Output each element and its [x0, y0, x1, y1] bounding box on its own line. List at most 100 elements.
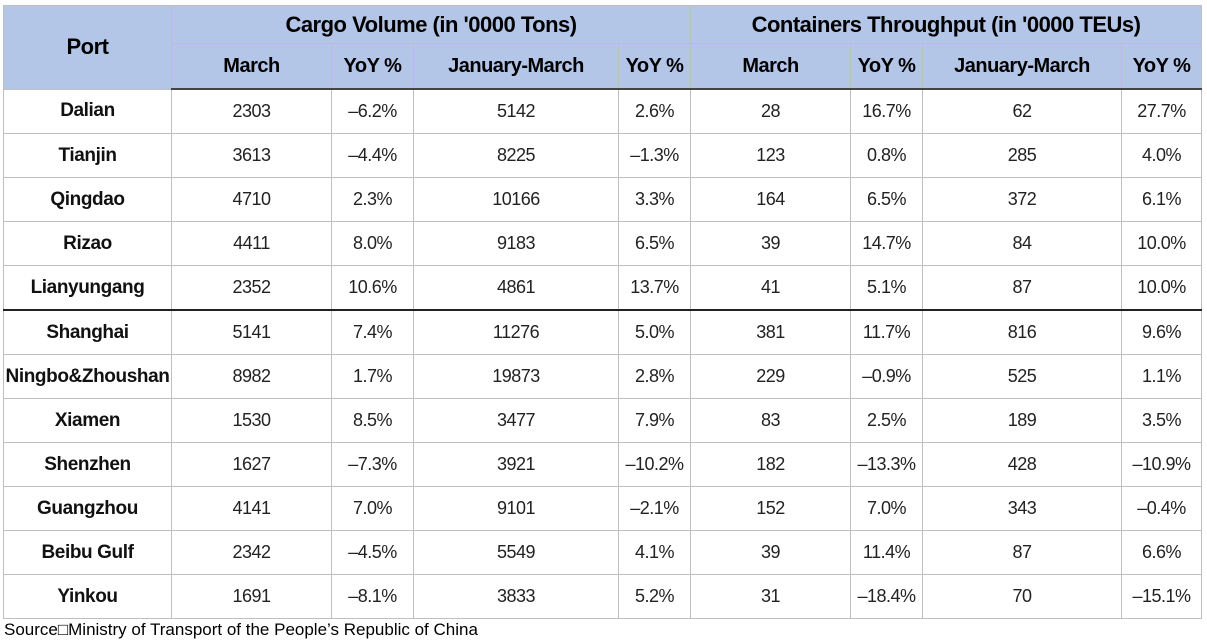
- container-march-cell: 41: [690, 265, 852, 311]
- port-name-cell: Shenzhen: [3, 442, 172, 487]
- container-jan-mar-cell: 816: [922, 309, 1123, 355]
- port-name-cell: Rizao: [3, 221, 172, 266]
- container-jan-mar-yoy-cell: 9.6%: [1121, 309, 1203, 355]
- container-march-yoy-cell: 11.7%: [850, 309, 924, 355]
- cargo-jan-mar-cell: 19873: [413, 354, 619, 399]
- container-march-cell: 381: [690, 309, 852, 355]
- container-jan-mar-yoy-cell: 6.1%: [1121, 177, 1203, 222]
- cargo-march-yoy-cell: 8.0%: [331, 221, 414, 266]
- table-row: Rizao 4411 8.0% 9183 6.5% 39 14.7% 84 10.0%: [3, 221, 1203, 266]
- table-row: Tianjin 3613 –4.4% 8225 –1.3% 123 0.8% 285 4.0%: [3, 133, 1203, 178]
- container-march-yoy-cell: 2.5%: [850, 398, 924, 443]
- cargo-march-cell: 8982: [171, 354, 332, 399]
- table-row: Guangzhou 4141 7.0% 9101 –2.1% 152 7.0% 343 –0.4…: [3, 486, 1203, 531]
- container-jan-mar-cell: 62: [922, 88, 1123, 134]
- cargo-jan-mar-cell: 3921: [413, 442, 619, 487]
- container-march-yoy-cell: –13.3%: [850, 442, 924, 487]
- cargo-march-yoy-cell: –4.5%: [331, 530, 414, 575]
- container-jan-mar-yoy-cell: –15.1%: [1121, 574, 1203, 619]
- cargo-march-cell: 3613: [171, 133, 332, 178]
- port-name-cell: Lianyungang: [3, 265, 172, 311]
- table-row: Lianyungang 2352 10.6% 4861 13.7% 41 5.1% 87 10.…: [3, 265, 1203, 311]
- container-march-cell: 28: [690, 88, 852, 134]
- cargo-march-header: March: [171, 43, 332, 90]
- cargo-jan-mar-yoy-cell: 3.3%: [617, 177, 692, 222]
- cargo-march-cell: 5141: [171, 309, 332, 355]
- container-march-cell: 164: [690, 177, 852, 222]
- port-name-cell: Tianjin: [3, 133, 172, 178]
- port-name-cell: Guangzhou: [3, 486, 172, 531]
- cargo-march-cell: 1691: [171, 574, 332, 619]
- container-jan-mar-cell: 428: [922, 442, 1123, 487]
- container-jan-mar-cell: 372: [922, 177, 1123, 222]
- container-march-cell: 182: [690, 442, 852, 487]
- container-jan-mar-yoy-cell: 27.7%: [1121, 88, 1203, 134]
- table-row: Ningbo&Zhoushan 8982 1.7% 19873 2.8% 229 –0.9%…: [3, 354, 1203, 399]
- cargo-jan-mar-header: January-March: [413, 43, 619, 90]
- container-march-yoy-cell: –0.9%: [850, 354, 924, 399]
- container-jan-mar-yoy-cell: 10.0%: [1121, 265, 1203, 311]
- table-body: Dalian 2303 –6.2% 5142 2.6% 28 16.7% 62 27.7% Tia…: [3, 88, 1203, 619]
- cargo-volume-group-header: Cargo Volume (in '0000 Tons): [170, 5, 692, 44]
- cargo-march-yoy-cell: 1.7%: [331, 354, 414, 399]
- container-jan-mar-cell: 87: [922, 265, 1123, 311]
- cargo-jan-mar-cell: 5142: [413, 88, 619, 134]
- cargo-jan-mar-cell: 3477: [413, 398, 619, 443]
- container-march-yoy-cell: 14.7%: [850, 221, 924, 266]
- cargo-jan-mar-yoy-cell: 13.7%: [617, 265, 692, 311]
- cargo-jan-mar-yoy-cell: 7.9%: [617, 398, 692, 443]
- port-name-cell: Qingdao: [3, 177, 172, 222]
- container-march-cell: 31: [690, 574, 852, 619]
- cargo-jan-mar-yoy-header: YoY %: [617, 43, 692, 90]
- container-march-cell: 39: [690, 530, 852, 575]
- cargo-jan-mar-yoy-cell: 2.6%: [617, 88, 692, 134]
- table-row: Beibu Gulf 2342 –4.5% 5549 4.1% 39 11.4% 87 6.6%: [3, 530, 1203, 575]
- source-note: Source□Ministry of Transport of the Peop…: [4, 620, 478, 639]
- port-name-cell: Yinkou: [3, 574, 172, 619]
- cargo-march-yoy-cell: 2.3%: [331, 177, 414, 222]
- cargo-jan-mar-cell: 8225: [413, 133, 619, 178]
- container-jan-mar-yoy-cell: 1.1%: [1121, 354, 1203, 399]
- cargo-jan-mar-cell: 4861: [413, 265, 619, 311]
- cargo-jan-mar-cell: 10166: [413, 177, 619, 222]
- cargo-jan-mar-yoy-cell: 5.2%: [617, 574, 692, 619]
- cargo-march-yoy-header: YoY %: [331, 43, 414, 90]
- container-march-yoy-cell: 7.0%: [850, 486, 924, 531]
- cargo-march-cell: 4710: [171, 177, 332, 222]
- cargo-jan-mar-yoy-cell: 6.5%: [617, 221, 692, 266]
- container-march-header: March: [690, 43, 852, 90]
- cargo-jan-mar-cell: 3833: [413, 574, 619, 619]
- table-row: Xiamen 1530 8.5% 3477 7.9% 83 2.5% 189 3.5%: [3, 398, 1203, 443]
- cargo-jan-mar-yoy-cell: 2.8%: [617, 354, 692, 399]
- cargo-jan-mar-yoy-cell: 5.0%: [617, 309, 692, 355]
- table-row: Shanghai 5141 7.4% 11276 5.0% 381 11.7% 816 9.6%: [3, 309, 1203, 355]
- port-column-header: Port: [3, 5, 172, 90]
- containers-throughput-group-header: Containers Throughput (in '0000 TEUs): [690, 5, 1203, 44]
- table-row: Dalian 2303 –6.2% 5142 2.6% 28 16.7% 62 27.7%: [3, 88, 1203, 134]
- cargo-march-cell: 2352: [171, 265, 332, 311]
- container-march-yoy-cell: 0.8%: [850, 133, 924, 178]
- container-march-cell: 83: [690, 398, 852, 443]
- port-name-cell: Xiamen: [3, 398, 172, 443]
- cargo-jan-mar-cell: 9101: [413, 486, 619, 531]
- table-row: Qingdao 4710 2.3% 10166 3.3% 164 6.5% 372 6.1%: [3, 177, 1203, 222]
- header-row-subcolumns: March YoY % January-March YoY % March YoY % Ja…: [4, 43, 1203, 90]
- container-march-yoy-cell: –18.4%: [850, 574, 924, 619]
- cargo-march-cell: 4411: [171, 221, 332, 266]
- table-row: Yinkou 1691 –8.1% 3833 5.2% 31 –18.4% 70 –15.1%: [3, 574, 1203, 619]
- cargo-march-cell: 2303: [171, 88, 332, 134]
- container-jan-mar-cell: 70: [922, 574, 1123, 619]
- container-march-yoy-cell: 5.1%: [850, 265, 924, 311]
- cargo-march-yoy-cell: 8.5%: [331, 398, 414, 443]
- container-jan-mar-yoy-cell: 6.6%: [1121, 530, 1203, 575]
- container-march-yoy-header: YoY %: [850, 43, 924, 90]
- cargo-jan-mar-cell: 5549: [413, 530, 619, 575]
- cargo-march-yoy-cell: –7.3%: [331, 442, 414, 487]
- cargo-march-yoy-cell: –6.2%: [331, 88, 414, 134]
- container-jan-mar-cell: 285: [922, 133, 1123, 178]
- cargo-jan-mar-yoy-cell: –2.1%: [617, 486, 692, 531]
- container-jan-mar-cell: 84: [922, 221, 1123, 266]
- cargo-jan-mar-yoy-cell: –1.3%: [617, 133, 692, 178]
- container-jan-mar-yoy-cell: 4.0%: [1121, 133, 1203, 178]
- container-jan-mar-yoy-cell: 3.5%: [1121, 398, 1203, 443]
